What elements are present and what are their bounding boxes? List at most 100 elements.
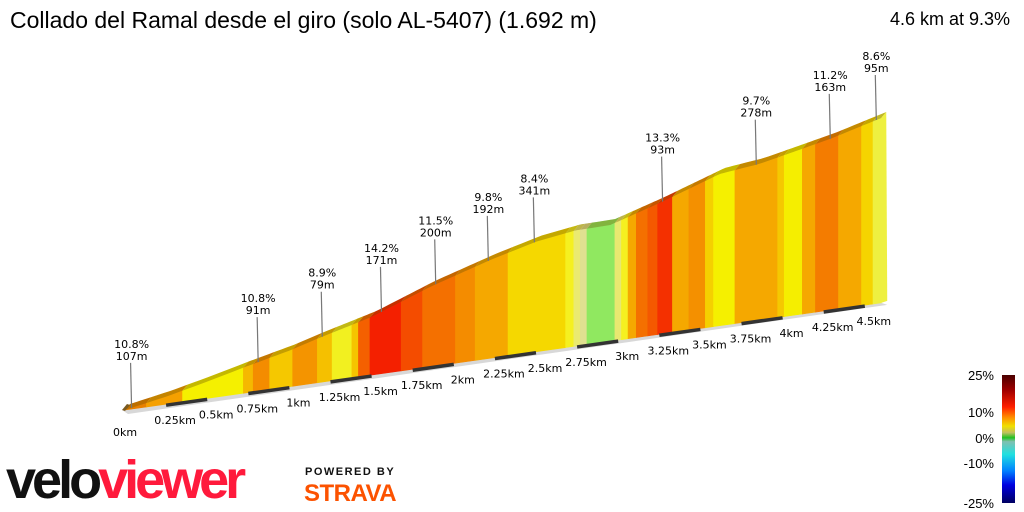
x-tick-label: 4.25km — [812, 321, 854, 334]
x-tick-label: 3km — [615, 350, 639, 363]
annotation-length: 95m — [864, 62, 889, 75]
annotation-length: 341m — [518, 184, 550, 197]
profile-top-shade — [777, 149, 790, 158]
profile-top-shade — [332, 318, 357, 333]
profile-segment — [351, 321, 359, 379]
axis-dash — [741, 316, 783, 326]
legend-label-minus25: -25% — [963, 496, 994, 511]
profile-top-shade — [351, 316, 364, 325]
profile-top-segment — [647, 197, 663, 209]
profile-segment — [647, 203, 658, 337]
strava-logo[interactable]: STRAVA — [304, 480, 397, 507]
profile-top-segment — [332, 318, 357, 333]
profile-top-segment — [628, 207, 642, 218]
profile-top-segment — [565, 224, 579, 234]
annotation-length: 107m — [116, 350, 148, 363]
profile-segments — [124, 117, 882, 411]
profile-top-shade — [269, 343, 298, 358]
profile-segment — [400, 290, 423, 372]
profile-top-surface — [122, 112, 888, 411]
annotation-leader-line — [320, 291, 323, 337]
profile-segment — [872, 117, 882, 305]
profile-segment — [838, 125, 862, 310]
profile-top-segment — [815, 129, 844, 145]
profile-top-segment — [861, 115, 879, 127]
profile-top-shade — [422, 269, 461, 291]
annotation-length: 91m — [246, 304, 271, 317]
profile-top-segment — [369, 295, 407, 318]
annotation-leader-line — [129, 362, 133, 408]
annotation-grade: 14.2% — [364, 242, 399, 255]
annotation-leader-line — [828, 93, 831, 139]
profile-segment — [861, 120, 874, 306]
profile-top-segment — [455, 260, 481, 276]
profile-segment — [657, 196, 673, 335]
profile-top-shade — [401, 284, 428, 302]
profile-top-segment — [734, 151, 783, 171]
profile-top-shade — [369, 295, 407, 318]
profile-top-shade — [784, 142, 808, 156]
annotation-length: 278m — [740, 107, 772, 120]
profile-top-segment — [508, 227, 571, 253]
x-tick-label: 0km — [113, 426, 137, 439]
profile-segment — [317, 332, 333, 384]
profile-top-shade — [802, 138, 821, 149]
profile-top-segment — [269, 343, 298, 358]
profile-top-segment — [705, 171, 719, 181]
profile-top-segment — [422, 269, 461, 291]
x-tick-label: 1.5km — [363, 385, 398, 398]
annotation-leader-line — [379, 266, 383, 312]
profile-segment — [688, 180, 706, 331]
profile-top-shade — [815, 129, 844, 145]
annotation-grade: 8.4% — [520, 172, 548, 185]
x-tick-label: 2.5km — [528, 362, 563, 375]
annotation-leader-line — [434, 239, 437, 285]
profile-top-shade — [688, 174, 711, 189]
profile-top-segment — [838, 120, 867, 136]
annotation-grade: 11.5% — [418, 214, 453, 227]
axis-dash — [576, 339, 619, 349]
profile-segment — [455, 266, 476, 364]
profile-segment — [777, 154, 785, 318]
annotation-grade: 10.8% — [114, 338, 149, 351]
x-tick-label: 1.75km — [401, 379, 443, 392]
profile-top-segment — [573, 223, 586, 231]
profile-segment — [565, 230, 575, 348]
profile-top-shade — [573, 223, 586, 231]
profile-top-segment — [292, 332, 323, 350]
profile-top-shade — [455, 260, 481, 276]
profile-segment — [672, 188, 690, 333]
annotation-grade: 9.7% — [742, 95, 770, 108]
profile-segment — [635, 207, 649, 338]
profile-top-shade — [243, 357, 259, 368]
annotation-grade: 8.9% — [308, 267, 336, 280]
axis-dash — [659, 327, 701, 338]
x-tick-label: 0.75km — [237, 403, 279, 416]
profile-segment — [507, 232, 566, 357]
axis-dash — [412, 362, 455, 372]
profile-top-shade — [586, 216, 620, 229]
veloviewer-logo[interactable]: veloviewer — [6, 450, 246, 510]
profile-top-shade — [672, 182, 694, 197]
gradient-legend-bar — [1002, 375, 1015, 503]
x-tick-label: 3.75km — [730, 333, 772, 346]
profile-segment — [783, 148, 803, 317]
profile-top-shade — [508, 227, 571, 253]
profile-top-shade — [358, 311, 375, 323]
profile-segment — [474, 252, 509, 361]
profile-top-segment — [802, 138, 821, 149]
profile-top-segment — [586, 216, 620, 229]
annotation-length: 93m — [650, 144, 675, 157]
powered-by-label: POWERED BY — [305, 466, 396, 478]
annotation-grade: 9.8% — [474, 191, 502, 204]
axis-dash — [330, 374, 372, 384]
x-tick-label: 1km — [286, 397, 310, 410]
climb-summary: 4.6 km at 9.3% — [889, 9, 1010, 29]
profile-segment — [815, 135, 839, 313]
climb-annotations: 10.8%107m10.8%91m8.9%79m14.2%171m11.5%20… — [114, 50, 890, 408]
profile-segment — [331, 324, 353, 381]
profile-segment — [713, 169, 736, 327]
annotation-length: 171m — [366, 254, 398, 267]
profile-top-shade — [292, 332, 323, 350]
